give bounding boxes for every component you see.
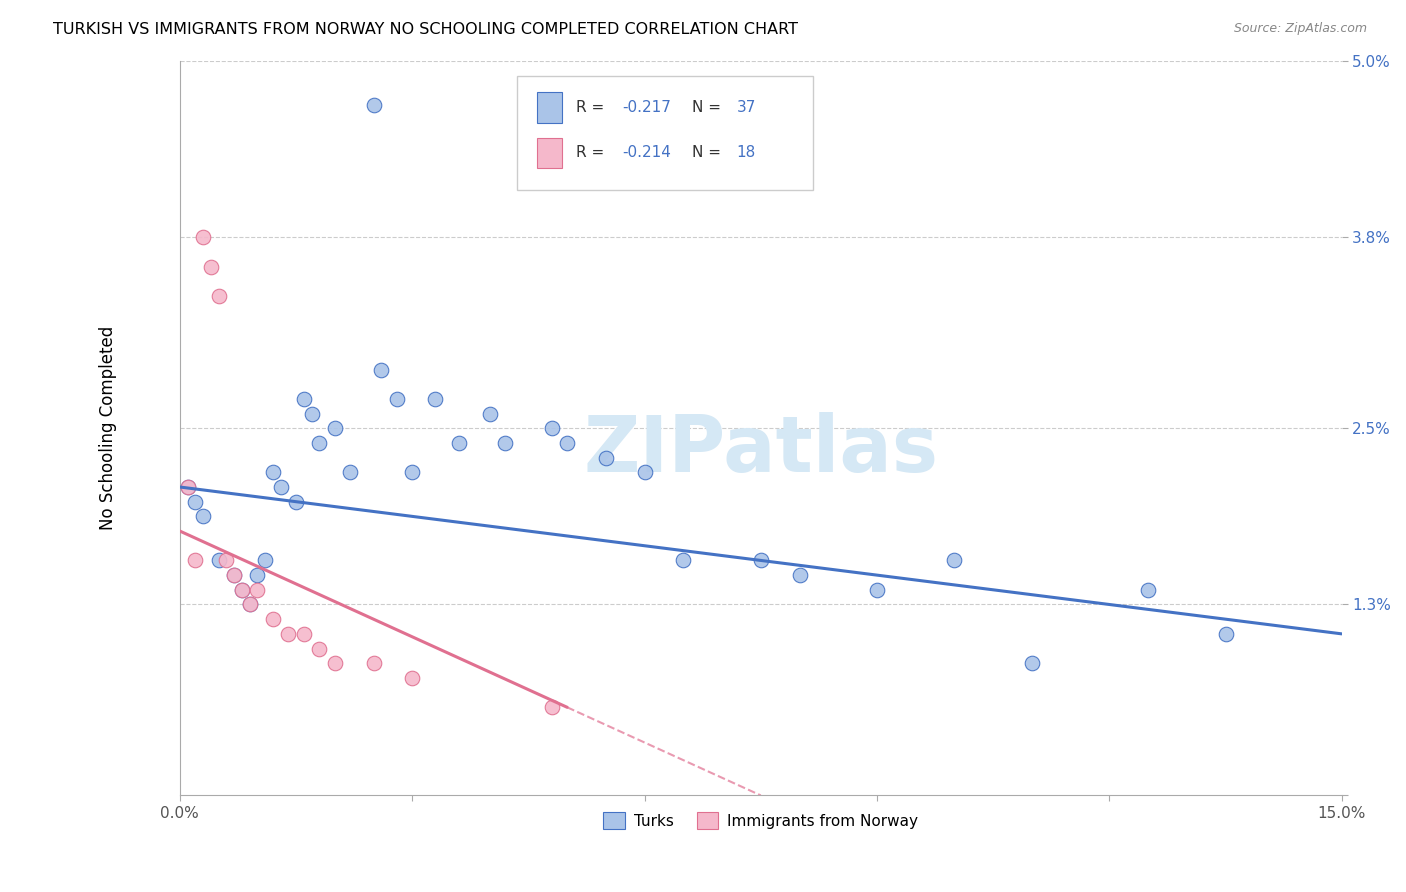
Point [176,480,198,494]
Point [370,362,392,376]
Point [1215,627,1237,641]
Text: N =: N = [692,145,725,161]
Point [447,436,470,450]
Point [323,657,346,671]
Point [540,700,562,714]
Text: ZIPatlas: ZIPatlas [583,412,938,488]
Point [425,392,447,406]
Legend: Turks, Immigrants from Norway: Turks, Immigrants from Norway [598,805,924,836]
Text: TURKISH VS IMMIGRANTS FROM NORWAY NO SCHOOLING COMPLETED CORRELATION CHART: TURKISH VS IMMIGRANTS FROM NORWAY NO SCH… [53,22,799,37]
Point [246,582,269,597]
Point [478,407,501,421]
Point [292,627,315,641]
Point [308,436,330,450]
Point [1137,582,1160,597]
Point [323,421,346,435]
Point [789,568,811,582]
Point [540,421,562,435]
Text: N =: N = [692,100,725,115]
Point [231,582,253,597]
Point [555,436,578,450]
Text: R =: R = [576,145,609,161]
Point [246,568,269,582]
Point [277,627,299,641]
Text: R =: R = [576,100,609,115]
Point [262,466,284,480]
Text: Source: ZipAtlas.com: Source: ZipAtlas.com [1233,22,1367,36]
Point [633,466,655,480]
Point [262,612,284,626]
FancyBboxPatch shape [537,92,562,123]
Point [308,641,330,656]
Point [866,582,889,597]
Point [943,553,966,567]
Point [191,230,214,244]
Point [292,392,315,406]
Point [285,494,308,508]
Point [207,553,229,567]
Point [385,392,408,406]
Point [595,450,617,465]
Point [363,657,385,671]
Y-axis label: No Schooling Completed: No Schooling Completed [100,326,117,531]
FancyBboxPatch shape [537,137,562,169]
Point [184,553,207,567]
Point [176,480,198,494]
Point [749,553,772,567]
Point [401,671,423,685]
Point [184,494,207,508]
Text: -0.217: -0.217 [623,100,672,115]
Point [401,466,423,480]
Point [254,553,277,567]
Point [494,436,516,450]
Point [222,568,245,582]
Point [239,598,262,612]
Point [215,553,238,567]
Point [301,407,323,421]
Text: 37: 37 [737,100,756,115]
Point [363,98,385,112]
Point [1021,657,1043,671]
Point [222,568,245,582]
Point [231,582,253,597]
Point [207,289,229,303]
Point [191,509,214,524]
Point [672,553,695,567]
Point [200,260,222,274]
Point [270,480,292,494]
Text: -0.214: -0.214 [623,145,672,161]
Point [239,598,262,612]
FancyBboxPatch shape [517,76,813,190]
Point [339,466,361,480]
Text: 18: 18 [737,145,755,161]
